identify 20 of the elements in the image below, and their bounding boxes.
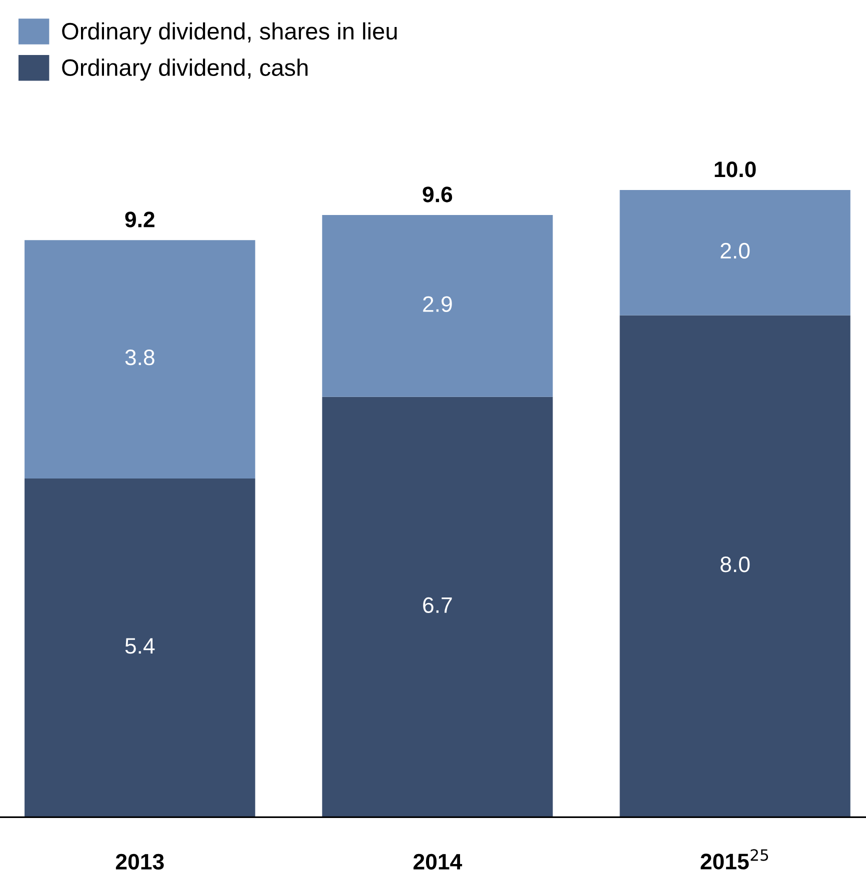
legend-label: Ordinary dividend, cash xyxy=(62,58,308,81)
data-label: 2.9 xyxy=(423,296,452,312)
bar xyxy=(620,315,850,818)
bar xyxy=(322,396,553,818)
data-label: 5.4 xyxy=(125,638,155,654)
total-label: 10.0 xyxy=(714,161,756,178)
data-label: 6.7 xyxy=(423,597,452,614)
bar xyxy=(620,190,850,316)
data-label: 3.8 xyxy=(125,350,154,366)
total-label: 9.6 xyxy=(422,186,452,202)
bar xyxy=(24,478,256,818)
x-tick-label: 2015$^{25}$ xyxy=(700,849,768,870)
x-tick-label: 2014 xyxy=(414,854,462,870)
x-tick-label: 2013 xyxy=(116,854,164,870)
data-label: 8.0 xyxy=(720,556,750,572)
bar xyxy=(322,215,553,397)
total-label: 9.2 xyxy=(125,212,154,228)
legend-label: Ordinary dividend, shares in lieu xyxy=(62,22,397,44)
bar xyxy=(24,240,256,478)
data-label: 2.0 xyxy=(720,242,750,259)
